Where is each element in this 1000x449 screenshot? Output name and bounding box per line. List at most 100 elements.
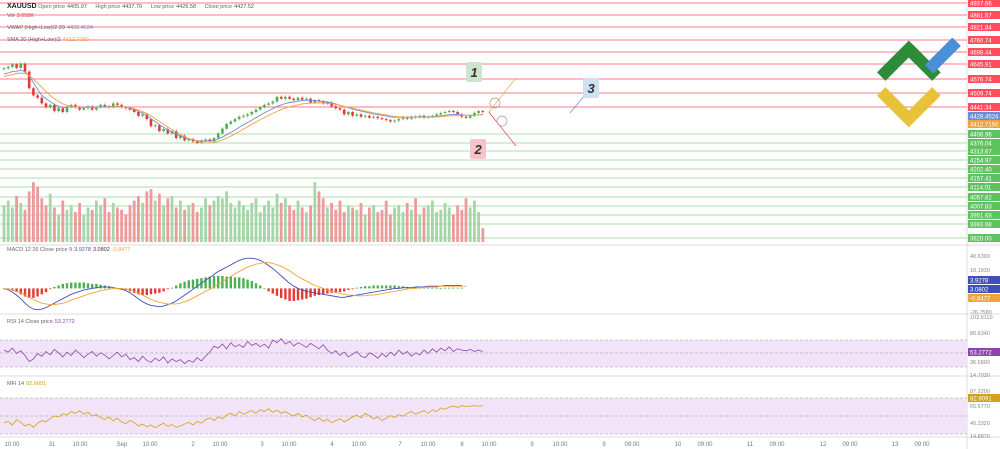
candle-body — [212, 138, 216, 142]
volume-bar — [99, 205, 102, 242]
macd-legend[interactable]: MACD 12 26 Close price 9 3.9278 3.0802 -0.8… — [7, 247, 137, 253]
candle-body — [82, 108, 86, 110]
price-tag-bg — [968, 48, 1000, 56]
vwap-legend[interactable]: VWAP (High+Low)/2 20 4428.4524 — [7, 25, 100, 31]
price-tag-bg — [968, 103, 1000, 111]
high-value: 4437.70 — [122, 4, 143, 10]
rsi-tag-bg — [968, 348, 1000, 356]
price-axis-label: 4202.40 — [970, 167, 992, 173]
candle-body — [473, 112, 476, 116]
volume-bar — [330, 202, 333, 242]
vol-legend[interactable]: Vol 3.058K — [7, 13, 41, 19]
sma-value: 4412.7150 — [62, 37, 89, 43]
volume-bar — [82, 214, 86, 242]
macd-histogram-bar — [250, 281, 253, 289]
volume-bar — [439, 209, 443, 242]
macd-histogram-bar — [452, 287, 455, 289]
volume-bar — [414, 198, 417, 242]
candle-body — [132, 109, 136, 112]
open-label: Open price — [38, 4, 65, 10]
mfi-axis-label: 65.6770 — [970, 404, 990, 410]
volume-bar — [305, 212, 308, 242]
macd-axis-label: 18.1830 — [970, 268, 990, 274]
volume-bar — [170, 196, 174, 242]
volume-bar — [116, 207, 119, 242]
candle-body — [410, 116, 413, 119]
mfi-axis-label: 87.2200 — [970, 389, 990, 395]
macd-histogram-bar — [53, 286, 56, 289]
volume-bar — [359, 202, 363, 242]
candle-body — [292, 98, 296, 101]
candle-body — [229, 121, 233, 124]
macd-histogram-bar — [28, 288, 31, 298]
sma-legend[interactable]: SMA 20 (High+Low)/2 4412.7150 — [7, 37, 96, 43]
volume-bar — [69, 205, 73, 242]
candle-body — [288, 96, 291, 99]
mfi-axis-label: 40.3320 — [970, 421, 990, 427]
volume-bar — [393, 207, 396, 242]
mfi-name: MFI 14 — [7, 381, 25, 387]
price-tag-bg — [968, 11, 1000, 19]
macd-name: MACD 12 26 Close price 9 — [7, 247, 73, 253]
rsi-axis-label: 80.6340 — [970, 331, 990, 337]
candle-body — [103, 104, 107, 107]
volume-bar — [342, 212, 346, 242]
time-axis-label: 09:00 — [842, 442, 858, 448]
price-axis-label: 4576.74 — [970, 77, 992, 83]
macd-histogram-bar — [301, 288, 304, 300]
macd-histogram-bar — [280, 288, 283, 298]
forecast-up-line — [488, 77, 517, 113]
volume-bar — [376, 212, 380, 242]
macd-histogram-bar — [334, 288, 337, 293]
volume-bar — [141, 202, 144, 242]
macd-histogram-bar — [284, 288, 287, 300]
volume-bar — [32, 182, 35, 242]
volume-bar — [48, 193, 52, 242]
volume-bar — [292, 209, 296, 242]
volume-bar — [254, 198, 258, 242]
candle-body — [246, 114, 249, 116]
open-value: 4405.97 — [67, 4, 87, 10]
macd-histogram-bar — [179, 283, 182, 289]
volume-bar — [95, 200, 98, 242]
volume-bar — [57, 214, 60, 242]
rsi-legend[interactable]: RSI 14 Close price 53.2772 — [7, 319, 82, 325]
candle-body — [2, 68, 6, 70]
low-label: Low price — [150, 4, 175, 10]
mfi-legend[interactable]: MFI 14 82.9091 — [7, 381, 53, 387]
candle-body — [372, 116, 375, 118]
close-label: Close price — [204, 4, 233, 10]
mfi-value: 82.9091 — [26, 381, 47, 387]
candle-body — [275, 96, 279, 102]
volume-bar — [137, 196, 140, 242]
macd-histogram-bar — [296, 288, 300, 301]
price-axis-label: 4057.82 — [970, 195, 992, 201]
vol-value: 3.058K — [16, 13, 35, 19]
macd-histogram-bar — [154, 288, 157, 294]
macd-histogram-bar — [435, 287, 438, 289]
candle-body — [284, 96, 287, 99]
candle-body — [300, 97, 304, 100]
macd-value-1: 3.9278 — [74, 247, 91, 253]
macd-histogram-bar — [292, 288, 295, 301]
forecast-down-line — [488, 111, 517, 147]
macd-histogram-bar — [259, 285, 262, 289]
volume-bar — [27, 191, 31, 242]
price-axis-label: 3893.98 — [970, 222, 992, 228]
time-axis-label: 10:00 — [351, 442, 367, 448]
vwap-name: VWAP (High+Low)/2 20 — [7, 25, 65, 31]
candle-body — [120, 104, 123, 108]
candle-body — [204, 139, 207, 141]
volume-bar — [380, 209, 384, 242]
volume-bar — [204, 198, 207, 242]
macd-histogram-bar — [338, 288, 342, 293]
volume-bar — [103, 198, 107, 242]
macd-signal-line — [3, 262, 466, 306]
candle-body — [15, 64, 18, 68]
macd-histogram-bar — [229, 276, 232, 289]
macd-histogram-bar — [158, 288, 161, 293]
macd-histogram-bar — [23, 288, 27, 297]
macd-value-2: 3.0802 — [92, 247, 110, 253]
low-value: 4426.58 — [176, 4, 197, 10]
